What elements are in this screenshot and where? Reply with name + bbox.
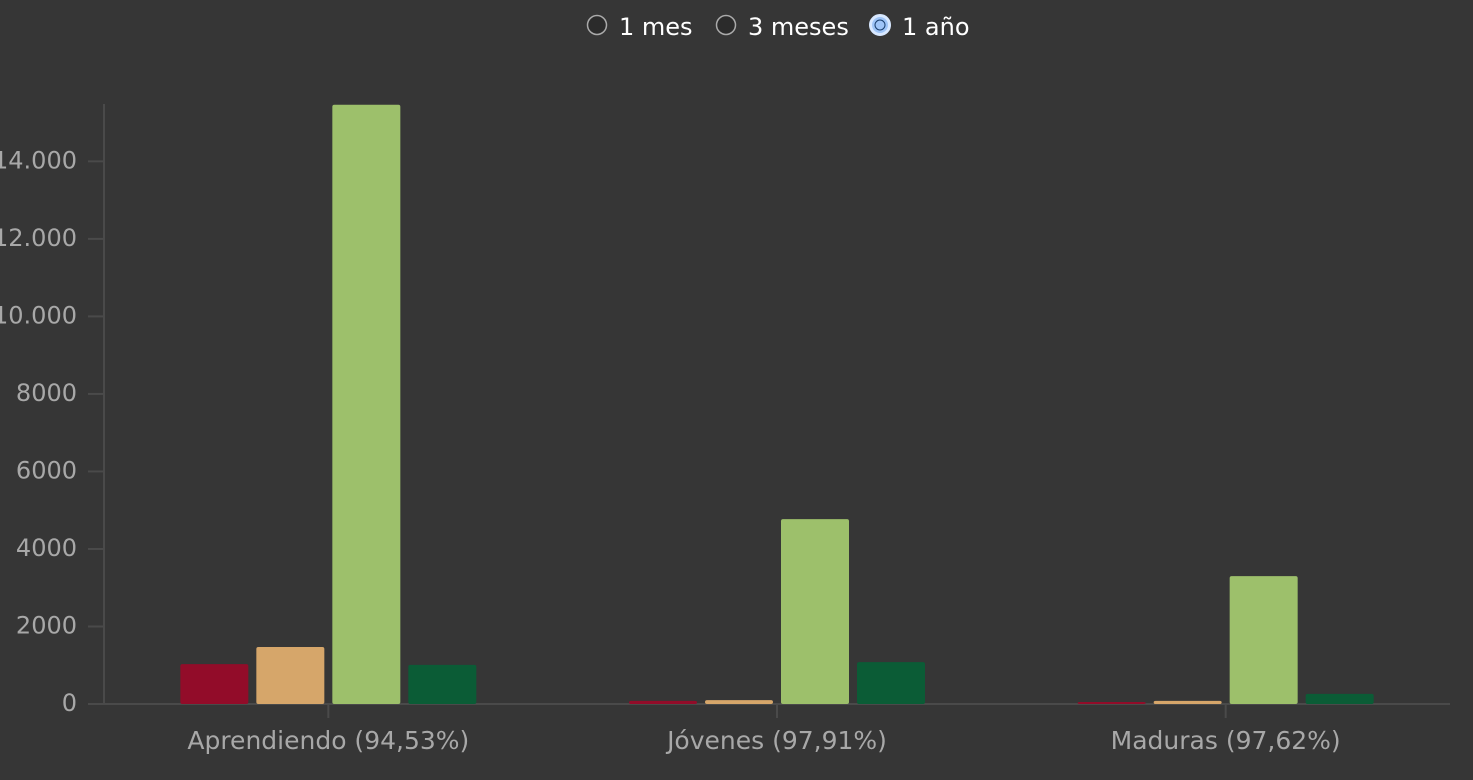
bar [332,104,401,704]
x-tick-label: Aprendiendo (94,53%) [187,726,469,755]
y-tick-label: 14.000 [0,146,77,174]
y-tick-label: 2000 [16,611,77,639]
y-tick-label: 12.000 [0,224,77,252]
bar [1153,700,1222,704]
bar [1077,702,1146,704]
bar [857,662,925,704]
radio-label[interactable]: 1 año [902,13,970,41]
bar [781,519,849,704]
bar [1305,693,1374,704]
radio-label[interactable]: 1 mes [619,13,693,41]
bar [1229,576,1298,704]
bar [629,700,697,704]
x-tick-label: Maduras (97,62%) [1111,726,1341,755]
y-tick-label: 6000 [16,456,77,484]
radio-button[interactable] [586,14,608,36]
bar [256,647,325,704]
y-tick-label: 10.000 [0,301,77,329]
x-tick-label: Jóvenes (97,91%) [665,726,887,755]
bar [180,664,249,704]
y-tick-label: 0 [62,689,77,717]
radio-dot[interactable] [874,19,886,31]
y-tick-label: 8000 [16,379,77,407]
bar [408,664,477,704]
radio-label[interactable]: 3 meses [748,13,849,41]
bar [705,700,773,704]
y-tick-label: 4000 [16,534,77,562]
radio-button[interactable] [715,14,737,36]
